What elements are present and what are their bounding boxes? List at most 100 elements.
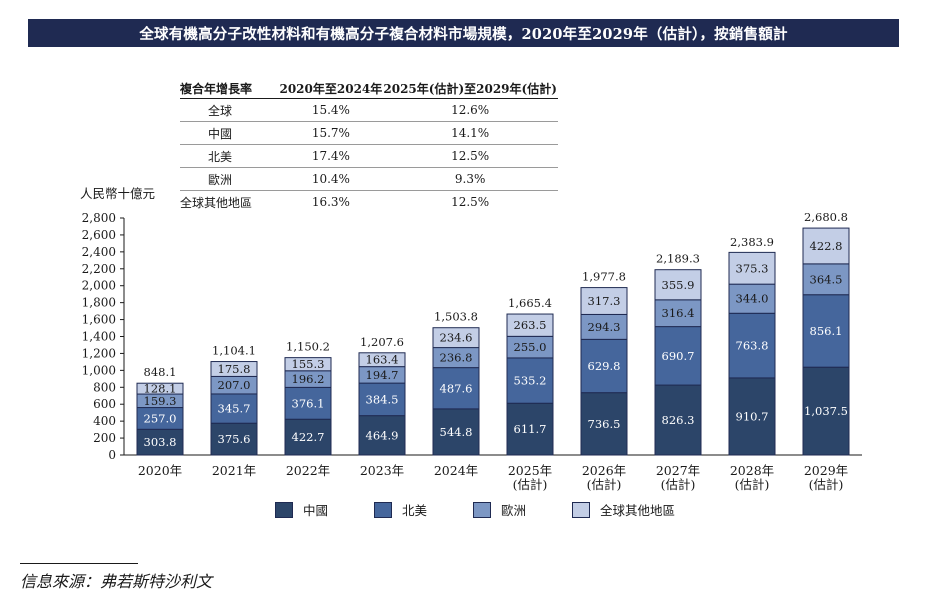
- bar-value-label: 487.6: [440, 381, 473, 395]
- bar-value-label: 736.5: [588, 417, 621, 431]
- bar-value-label: 375.3: [736, 261, 769, 275]
- bar-total-label: 1,150.2: [286, 340, 330, 354]
- legend-item-rest-of-world: 全球其他地區: [572, 500, 675, 519]
- bar-segment-rest_of_world: [432, 327, 480, 349]
- bar-value-label: 155.3: [292, 357, 325, 371]
- bar-segment-rest_of_world: [802, 227, 850, 265]
- y-tick-label: 1,400: [82, 330, 116, 344]
- bar-value-label: 159.3: [144, 394, 177, 408]
- bar-segment-north_america: [284, 386, 332, 420]
- bar-value-label: 422.7: [292, 430, 325, 444]
- bar-value-label: 128.1: [144, 382, 177, 396]
- bar-value-label: 316.4: [662, 306, 695, 320]
- bar-segment-rest_of_world: [506, 313, 554, 337]
- x-tick-label: 2029年: [804, 463, 848, 478]
- cagr-region: 歐洲: [180, 167, 280, 191]
- x-tick-label: (估計): [661, 477, 696, 492]
- bar-segment-rest_of_world: [358, 352, 406, 368]
- cagr-value-2020-2024: 10.4%: [279, 167, 383, 191]
- bar-segment-china: [432, 408, 480, 456]
- cagr-value-2020-2024: 15.7%: [279, 121, 383, 145]
- bar-value-label: 317.3: [588, 294, 621, 308]
- cagr-value-2025-2029: 14.1%: [382, 121, 558, 145]
- y-tick-label: 2,200: [82, 262, 116, 276]
- cagr-table: 複合年增長率 2020年至2024年 2025年(估計)至2029年(估計) 全…: [180, 78, 558, 213]
- bar-value-label: 345.7: [218, 402, 251, 416]
- bar-value-label: 629.8: [588, 359, 621, 373]
- bar-segment-rest_of_world: [580, 287, 628, 315]
- bar-segment-china: [284, 418, 332, 456]
- chart-title-bar: 全球有機高分子改性材料和有機高分子複合材料市場規模，2020年至2029年（估計…: [28, 19, 899, 47]
- x-tick-label: (估計): [809, 477, 844, 492]
- bar-segment-china: [506, 402, 554, 456]
- bar-value-label: 207.0: [218, 378, 251, 392]
- bar-value-label: 1,037.5: [804, 404, 848, 418]
- legend-label-rest-of-world: 全球其他地區: [600, 503, 676, 518]
- legend-label-china: 中國: [303, 503, 329, 518]
- bar-segment-north_america: [802, 294, 850, 368]
- bar-value-label: 163.4: [366, 353, 399, 367]
- bar-segment-north_america: [210, 393, 258, 424]
- bar-value-label: 856.1: [810, 324, 843, 338]
- bar-total-label: 1,977.8: [582, 270, 626, 284]
- y-tick-label: 1,000: [82, 363, 116, 377]
- cagr-header-2020-2024: 2020年至2024年: [279, 78, 383, 99]
- y-tick-label: 400: [93, 414, 116, 428]
- cagr-value-2025-2029: 12.6%: [382, 98, 558, 122]
- bar-value-label: 194.7: [366, 368, 399, 382]
- y-tick-label: 600: [93, 397, 116, 411]
- bar-segment-north_america: [728, 312, 776, 379]
- bar-segment-rest_of_world: [654, 269, 702, 301]
- y-tick-label: 2,000: [82, 279, 116, 293]
- bar-total-label: 2,680.8: [804, 210, 848, 224]
- bar-value-label: 611.7: [514, 422, 547, 436]
- bar-segment-north_america: [432, 367, 480, 410]
- y-tick-label: 2,800: [82, 211, 116, 225]
- cagr-value-2020-2024: 16.3%: [311, 195, 350, 209]
- bar-value-label: 763.8: [736, 339, 769, 353]
- cagr-table-row: 全球 15.4% 12.6%: [180, 98, 558, 122]
- bar-value-label: 263.5: [514, 318, 547, 332]
- bar-segment-north_america: [506, 357, 554, 404]
- cagr-region: 北美: [180, 144, 280, 168]
- bar-value-label: 234.6: [440, 331, 473, 345]
- x-tick-label: 2027年: [656, 463, 700, 478]
- bar-value-label: 826.3: [662, 413, 695, 427]
- x-tick-label: (估計): [735, 477, 770, 492]
- y-tick-label: 800: [93, 380, 116, 394]
- x-tick-label: 2025年: [508, 463, 552, 478]
- bar-value-label: 344.0: [736, 292, 769, 306]
- bar-segment-china: [728, 377, 776, 456]
- cagr-value-2025-2029: 12.5%: [382, 144, 558, 168]
- bar-value-label: 294.3: [588, 320, 621, 334]
- y-tick-label: 1,200: [82, 346, 116, 360]
- bar-segment-china: [580, 392, 628, 456]
- legend-label-europe: 歐洲: [501, 503, 527, 518]
- y-tick-label: 1,600: [82, 313, 116, 327]
- bar-segment-rest_of_world: [728, 251, 776, 285]
- cagr-header-region: 複合年增長率: [180, 78, 280, 99]
- bar-segment-china: [210, 422, 258, 456]
- legend-swatch-north-america: [374, 501, 393, 518]
- bar-value-label: 910.7: [736, 409, 769, 423]
- cagr-value-2020-2024: 17.4%: [279, 144, 383, 168]
- cagr-value-2025-2029: 9.3%: [382, 167, 558, 191]
- bar-value-label: 384.5: [366, 392, 399, 406]
- cagr-table-row: 全球其他地區 16.3% 12.5%: [180, 191, 558, 214]
- cagr-region: 全球其他地區: [180, 195, 253, 210]
- bar-value-label: 255.0: [514, 340, 547, 354]
- y-tick-label: 2,600: [82, 228, 116, 242]
- bar-total-label: 848.1: [144, 365, 177, 379]
- bar-total-label: 2,383.9: [730, 235, 774, 249]
- x-tick-label: 2020年: [138, 463, 182, 478]
- bar-value-label: 236.8: [440, 351, 473, 365]
- bar-total-label: 2,189.3: [656, 252, 700, 266]
- cagr-table-row: 北美 17.4% 12.5%: [180, 144, 558, 168]
- x-tick-label: 2024年: [434, 463, 478, 478]
- bar-value-label: 196.2: [292, 372, 325, 386]
- stacked-bar-chart: 0 200 400 600 800 1,000 1,200 1,400 1,600 1,800 2,…: [82, 210, 862, 492]
- bar-segment-rest_of_world: [136, 382, 184, 395]
- legend-item-north-america: 北美: [374, 500, 427, 519]
- y-tick-label: 0: [108, 448, 116, 462]
- cagr-value-2020-2024: 15.4%: [279, 98, 383, 122]
